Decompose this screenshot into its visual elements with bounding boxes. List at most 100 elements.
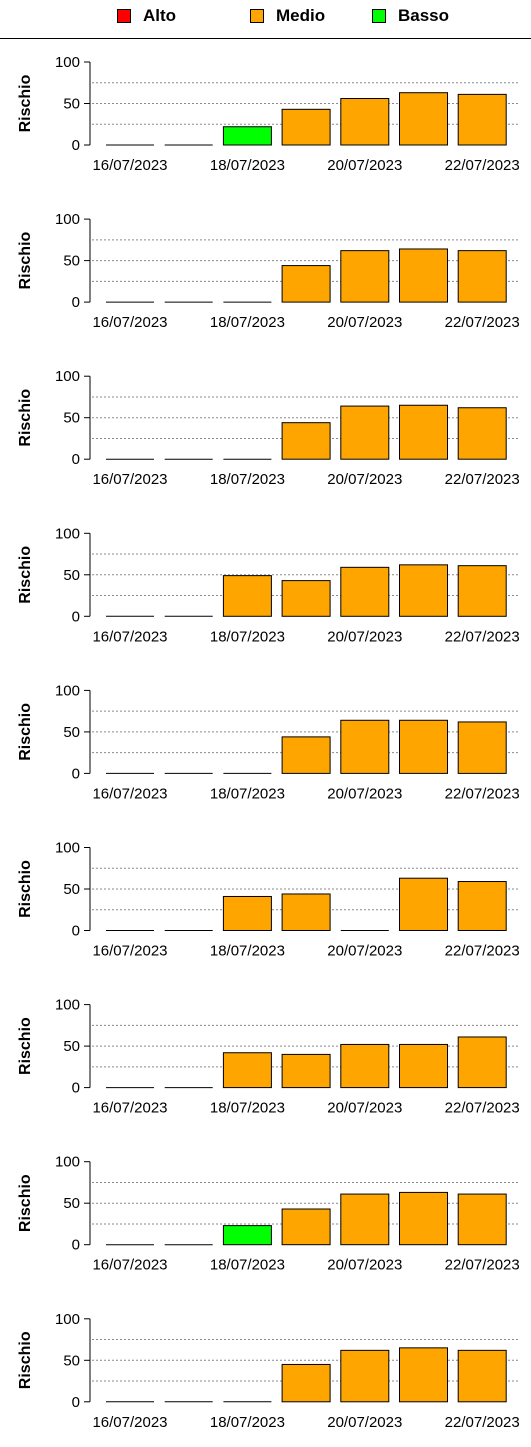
- bar: [399, 877, 448, 932]
- bar: [399, 719, 448, 774]
- y-tick-label: 0: [72, 765, 80, 782]
- bar: [399, 1347, 448, 1403]
- bar: [399, 92, 448, 146]
- bar: [281, 1208, 331, 1246]
- legend-swatch-basso: [372, 9, 386, 23]
- x-tick-label: 18/07/2023: [210, 314, 285, 331]
- x-tick-label: 16/07/2023: [92, 1414, 167, 1431]
- bar: [399, 248, 448, 303]
- x-tick-label: 18/07/2023: [210, 1257, 285, 1274]
- bar: [222, 126, 272, 146]
- y-axis-title: Rischio: [17, 860, 34, 918]
- y-axis-title: Rischio: [17, 1017, 34, 1075]
- y-tick-label: 0: [72, 1237, 80, 1254]
- x-tick-label: 16/07/2023: [92, 1100, 167, 1117]
- bar: [340, 98, 390, 146]
- y-tick-label: 100: [55, 525, 80, 542]
- legend-item-medio: Medio: [250, 5, 325, 27]
- x-tick-label: 20/07/2023: [327, 471, 402, 488]
- bar: [457, 881, 507, 932]
- y-tick-label: 50: [63, 1038, 80, 1055]
- y-tick-label: 50: [63, 567, 80, 584]
- x-tick-label: 22/07/2023: [445, 157, 520, 174]
- bar: [457, 721, 507, 774]
- chart-panel: 0 50 100 Rischio 16/07/2023 18/07/2023 20/07/2…: [17, 211, 520, 331]
- chart-panel: 0 50 100 Rischio 16/07/2023 18/07/2023 20/07/2…: [17, 840, 520, 960]
- chart-panel: 0 50 100 Rischio 16/07/2023 18/07/2023 20/07/2…: [17, 682, 520, 802]
- x-tick-label: 22/07/2023: [445, 471, 520, 488]
- bar: [457, 407, 507, 460]
- legend-swatch-medio: [250, 9, 264, 23]
- x-tick-label: 18/07/2023: [210, 157, 285, 174]
- bar: [399, 1043, 448, 1089]
- y-tick-label: 0: [72, 608, 80, 625]
- bar: [281, 893, 331, 931]
- legend-label-basso: Basso: [398, 6, 450, 25]
- x-tick-label: 22/07/2023: [445, 314, 520, 331]
- bar: [457, 93, 507, 146]
- x-tick-label: 20/07/2023: [327, 314, 402, 331]
- bar: [281, 736, 331, 774]
- bar: [281, 1363, 331, 1403]
- y-tick-label: 100: [55, 840, 80, 857]
- x-tick-label: 18/07/2023: [210, 1414, 285, 1431]
- legend-divider: [0, 38, 531, 39]
- bar: [340, 719, 390, 774]
- y-tick-label: 0: [72, 1080, 80, 1097]
- y-tick-label: 0: [72, 1394, 80, 1411]
- legend-label-medio: Medio: [276, 6, 326, 25]
- bar: [222, 1052, 272, 1089]
- y-axis-title: Rischio: [17, 1174, 34, 1232]
- chart-panel: 0 50 100 Rischio 16/07/2023 18/07/2023 20/07/2…: [17, 368, 520, 488]
- chart-panel: 0 50 100 Rischio 16/07/2023 18/07/2023 20/07/2…: [17, 997, 520, 1117]
- y-axis-title: Rischio: [17, 231, 34, 289]
- x-tick-label: 20/07/2023: [327, 1257, 402, 1274]
- x-tick-label: 16/07/2023: [92, 1257, 167, 1274]
- y-tick-label: 50: [63, 881, 80, 898]
- legend-swatch-alto: [117, 9, 131, 23]
- x-tick-label: 16/07/2023: [92, 628, 167, 645]
- y-tick-label: 100: [55, 54, 80, 71]
- y-tick-label: 100: [55, 997, 80, 1014]
- x-tick-label: 18/07/2023: [210, 1100, 285, 1117]
- bar: [457, 565, 507, 617]
- x-tick-label: 16/07/2023: [92, 943, 167, 960]
- bar: [457, 250, 507, 303]
- bar: [340, 250, 390, 303]
- x-tick-label: 20/07/2023: [327, 785, 402, 802]
- x-tick-label: 22/07/2023: [445, 1100, 520, 1117]
- bar: [281, 580, 331, 617]
- y-axis-title: Rischio: [17, 389, 34, 447]
- bar: [281, 1053, 331, 1089]
- y-tick-label: 100: [55, 368, 80, 385]
- bar: [340, 405, 390, 460]
- y-tick-label: 100: [55, 1311, 80, 1328]
- chart-panel: 0 50 100 Rischio 16/07/2023 18/07/2023 20/07/2…: [17, 54, 520, 174]
- x-tick-label: 22/07/2023: [445, 785, 520, 802]
- x-tick-label: 18/07/2023: [210, 628, 285, 645]
- bar: [340, 1043, 390, 1089]
- x-tick-label: 22/07/2023: [445, 1257, 520, 1274]
- y-tick-label: 0: [72, 294, 80, 311]
- y-tick-label: 50: [63, 410, 80, 427]
- y-tick-label: 100: [55, 211, 80, 228]
- bar: [399, 404, 448, 460]
- x-tick-label: 20/07/2023: [327, 1414, 402, 1431]
- y-tick-label: 50: [63, 253, 80, 270]
- y-tick-label: 50: [63, 724, 80, 741]
- x-tick-label: 20/07/2023: [327, 628, 402, 645]
- bar: [399, 564, 448, 617]
- y-axis-title: Rischio: [17, 546, 34, 604]
- x-tick-label: 16/07/2023: [92, 471, 167, 488]
- y-tick-label: 0: [72, 137, 80, 154]
- x-tick-label: 16/07/2023: [92, 157, 167, 174]
- bar: [457, 1036, 507, 1089]
- bar: [222, 895, 272, 931]
- legend-item-alto: Alto: [117, 5, 176, 27]
- bar: [340, 1193, 390, 1246]
- bar: [457, 1349, 507, 1403]
- legend-label-alto: Alto: [143, 6, 177, 25]
- y-tick-label: 50: [63, 96, 80, 113]
- legend-item-basso: Basso: [372, 5, 449, 27]
